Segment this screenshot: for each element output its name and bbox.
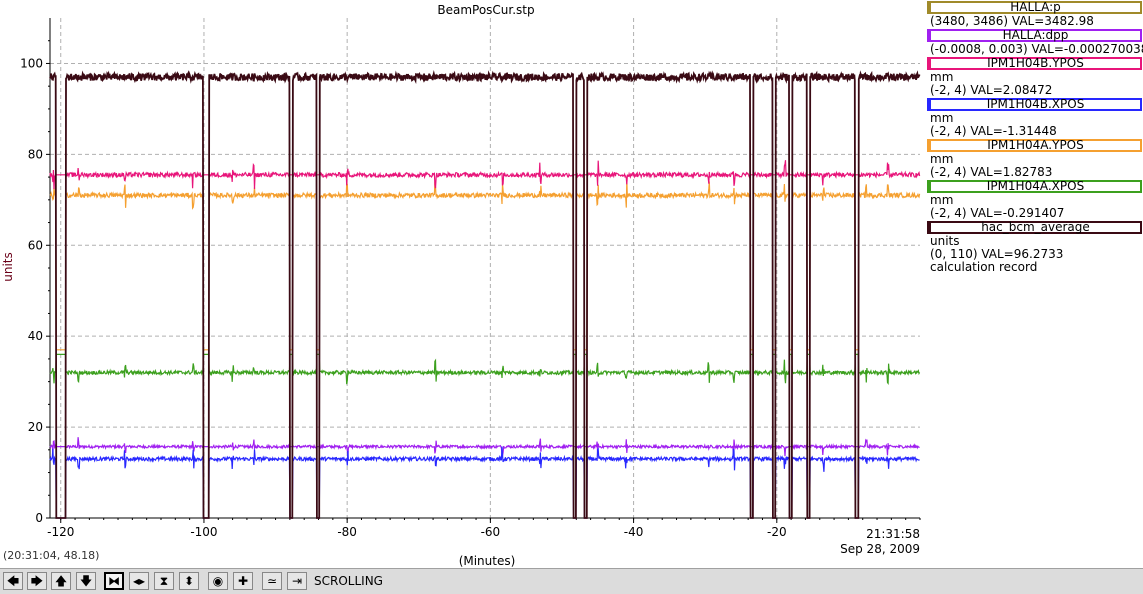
legend-range-value: (-0.0008, 0.003) VAL=-0.000270038: [930, 42, 1143, 56]
auto-scale-icon: ≃: [266, 574, 278, 588]
legend-unit: mm: [930, 111, 954, 125]
y-tick-label: 60: [28, 238, 43, 252]
scroll-left-icon: 🡄: [6, 574, 20, 588]
legend-series-name: IPM1H04A.YPOS: [927, 139, 1142, 152]
legend-item[interactable]: hac_bcm_average units (0, 110) VAL=96.2733…: [927, 221, 1143, 274]
end-date-label: Sep 28, 2009: [840, 542, 920, 556]
scroll-right-icon: 🡆: [30, 574, 44, 588]
scroll-down-button[interactable]: 🡇: [76, 572, 96, 590]
y-tick-label: 40: [28, 329, 43, 343]
scroll-end-icon: ⇥: [291, 574, 303, 588]
add-button[interactable]: ✚: [233, 572, 253, 590]
zoom-in-x-button[interactable]: ⧓: [104, 572, 124, 590]
x-tick-label: -20: [767, 525, 787, 539]
x-tick-label: -120: [47, 525, 74, 539]
legend-series-name: hac_bcm_average: [927, 221, 1142, 234]
scroll-left-button[interactable]: 🡄: [3, 572, 23, 590]
legend-item[interactable]: HALLA:dpp (-0.0008, 0.003) VAL=-0.0002700…: [927, 29, 1143, 56]
y-tick-label: 100: [20, 56, 43, 70]
chart[interactable]: BeamPosCur.stp units (Minutes) 21:31:58 …: [0, 0, 1143, 568]
y-axis-label: units: [1, 252, 15, 282]
zoom-in-y-button[interactable]: ⧗: [154, 572, 174, 590]
scroll-right-button[interactable]: 🡆: [27, 572, 47, 590]
scroll-end-button[interactable]: ⇥: [287, 572, 307, 590]
legend-item[interactable]: HALLA:p (3480, 3486) VAL=3482.98: [927, 1, 1143, 28]
legend-unit: mm: [930, 193, 954, 207]
series-layer: [49, 70, 921, 519]
x-tick-label: -40: [624, 525, 644, 539]
legend-item[interactable]: IPM1H04A.XPOS mm (-2, 4) VAL=-0.291407: [927, 180, 1143, 220]
scrolling-label: SCROLLING: [314, 574, 383, 588]
scroll-up-button[interactable]: 🡅: [51, 572, 71, 590]
series-line-ipm1h04b-ypos: [49, 160, 921, 190]
legend-range-value: (-2, 4) VAL=2.08472: [930, 83, 1053, 97]
x-tick-label: -80: [337, 525, 357, 539]
y-tick-label: 0: [35, 511, 43, 525]
y-tick-label: 80: [28, 147, 43, 161]
auto-scale-button[interactable]: ≃: [262, 572, 282, 590]
legend-item[interactable]: IPM1H04B.YPOS mm (-2, 4) VAL=2.08472: [927, 57, 1143, 97]
legend-item[interactable]: IPM1H04A.YPOS mm (-2, 4) VAL=1.82783: [927, 139, 1143, 179]
zoom-out-y-button[interactable]: ⬍: [179, 572, 199, 590]
legend-unit: units: [930, 234, 960, 248]
end-time-label: 21:31:58: [866, 527, 920, 541]
reset-button[interactable]: ◉: [208, 572, 228, 590]
legend-range-value: (-2, 4) VAL=-0.291407: [930, 206, 1065, 220]
zoom-out-x-icon: ◂▸: [132, 574, 146, 588]
legend-range-value: (3480, 3486) VAL=3482.98: [930, 14, 1094, 28]
x-tick-label: -60: [481, 525, 501, 539]
axes: 0 20 40 60 80 100 -120 -100 -80 -60 -40 -20: [20, 18, 921, 539]
legend-series-name: IPM1H04B.YPOS: [927, 57, 1142, 70]
y-tick-label: 20: [28, 420, 43, 434]
legend-series-name: IPM1H04B.XPOS: [927, 98, 1142, 111]
cursor-readout: (20:31:04, 48.18): [3, 549, 100, 562]
x-axis-label: (Minutes): [459, 554, 516, 568]
x-tick-label: -100: [190, 525, 217, 539]
add-icon: ✚: [237, 574, 249, 588]
legend-unit: mm: [930, 152, 954, 166]
zoom-in-x-icon: ⧓: [108, 574, 120, 588]
reset-icon: ◉: [212, 574, 224, 588]
legend-series-name: HALLA:dpp: [927, 29, 1142, 42]
legend-item[interactable]: IPM1H04B.XPOS mm (-2, 4) VAL=-1.31448: [927, 98, 1143, 138]
legend-series-name: HALLA:p: [927, 1, 1142, 14]
legend-series-name: IPM1H04A.XPOS: [927, 180, 1142, 193]
legend-range-value: (0, 110) VAL=96.2733: [930, 247, 1064, 261]
legend: HALLA:p (3480, 3486) VAL=3482.98 HALLA:dpp…: [927, 0, 1143, 274]
legend-range-value: (-2, 4) VAL=1.82783: [930, 165, 1053, 179]
legend-range-value: (-2, 4) VAL=-1.31448: [930, 124, 1057, 138]
legend-note: calculation record: [930, 260, 1038, 274]
zoom-out-x-button[interactable]: ◂▸: [129, 572, 149, 590]
toolbar: SCROLLING 🡄 🡆 🡅 🡇 ⧓ ◂▸ ⧗ ⬍ ◉ ✚ ≃ ⇥: [0, 568, 1143, 594]
scroll-down-icon: 🡇: [79, 574, 93, 588]
series-line-hac-bcm-average: [49, 70, 921, 519]
zoom-in-y-icon: ⧗: [159, 574, 169, 588]
legend-unit: mm: [930, 70, 954, 84]
scroll-up-icon: 🡅: [54, 574, 68, 588]
zoom-out-y-icon: ⬍: [183, 574, 195, 588]
chart-title: BeamPosCur.stp: [437, 3, 534, 17]
